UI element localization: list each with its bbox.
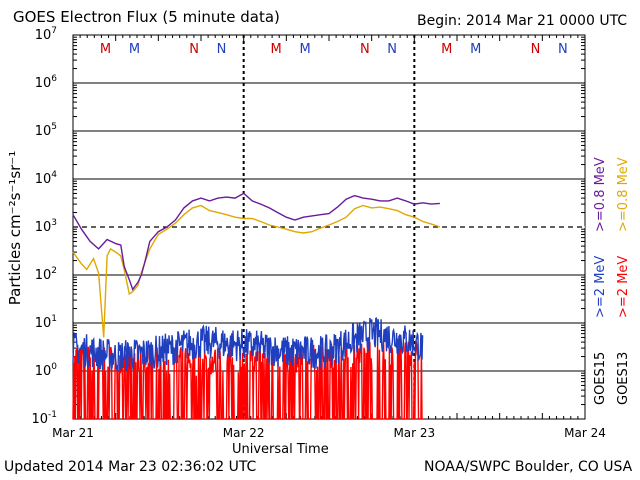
y-tick-label: 107 <box>35 26 57 43</box>
credit-label: NOAA/SWPC Boulder, CO USA <box>424 459 633 475</box>
local-time-marker: N <box>189 42 199 57</box>
chart-title: GOES Electron Flux (5 minute data) <box>13 8 280 26</box>
local-time-marker: N <box>387 42 397 57</box>
x-tick-label: Mar 23 <box>393 426 435 440</box>
series-line <box>72 317 424 372</box>
legend-goes13-low: >=2 MeV <box>616 256 631 318</box>
local-time-marker: N <box>360 42 370 57</box>
local-time-marker: M <box>441 42 452 57</box>
x-tick-label: Mar 22 <box>223 426 265 440</box>
local-time-marker: N <box>531 42 541 57</box>
y-tick-label: 102 <box>35 266 57 283</box>
y-tick-label: 101 <box>35 314 57 331</box>
legend-goes15-low: >=2 MeV <box>593 256 608 318</box>
series-line <box>72 338 423 420</box>
series-line <box>72 192 440 291</box>
local-time-marker: M <box>129 42 140 57</box>
legend-goes13-label: GOES13 <box>616 352 631 405</box>
local-time-marker: N <box>217 42 227 57</box>
y-tick-label: 104 <box>35 170 58 187</box>
y-tick-label: 105 <box>35 122 57 139</box>
local-time-marker: M <box>270 42 281 57</box>
local-time-marker: N <box>558 42 568 57</box>
y-tick-label: 103 <box>35 218 57 235</box>
y-axis-label: Particles cm⁻²s⁻¹sr⁻¹ <box>6 151 24 305</box>
local-time-marker: M <box>100 42 111 57</box>
legend-goes15-label: GOES15 <box>593 352 608 405</box>
updated-timestamp: Updated 2014 Mar 23 02:36:02 UTC <box>4 459 257 475</box>
local-time-marker: M <box>470 42 481 57</box>
legend-goes15-high: >=0.8 MeV <box>593 157 608 232</box>
y-tick-label: 10-1 <box>31 410 57 427</box>
begin-time: Begin: 2014 Mar 21 0000 UTC <box>417 13 628 29</box>
legend-goes13-high: >=0.8 MeV <box>616 157 631 232</box>
y-tick-label: 100 <box>35 362 58 379</box>
y-tick-label: 106 <box>35 74 58 91</box>
series-line <box>72 204 441 338</box>
x-tick-label: Mar 24 <box>564 426 606 440</box>
local-time-marker: M <box>299 42 310 57</box>
x-tick-label: Mar 21 <box>52 426 94 440</box>
x-axis-label: Universal Time <box>232 442 329 457</box>
